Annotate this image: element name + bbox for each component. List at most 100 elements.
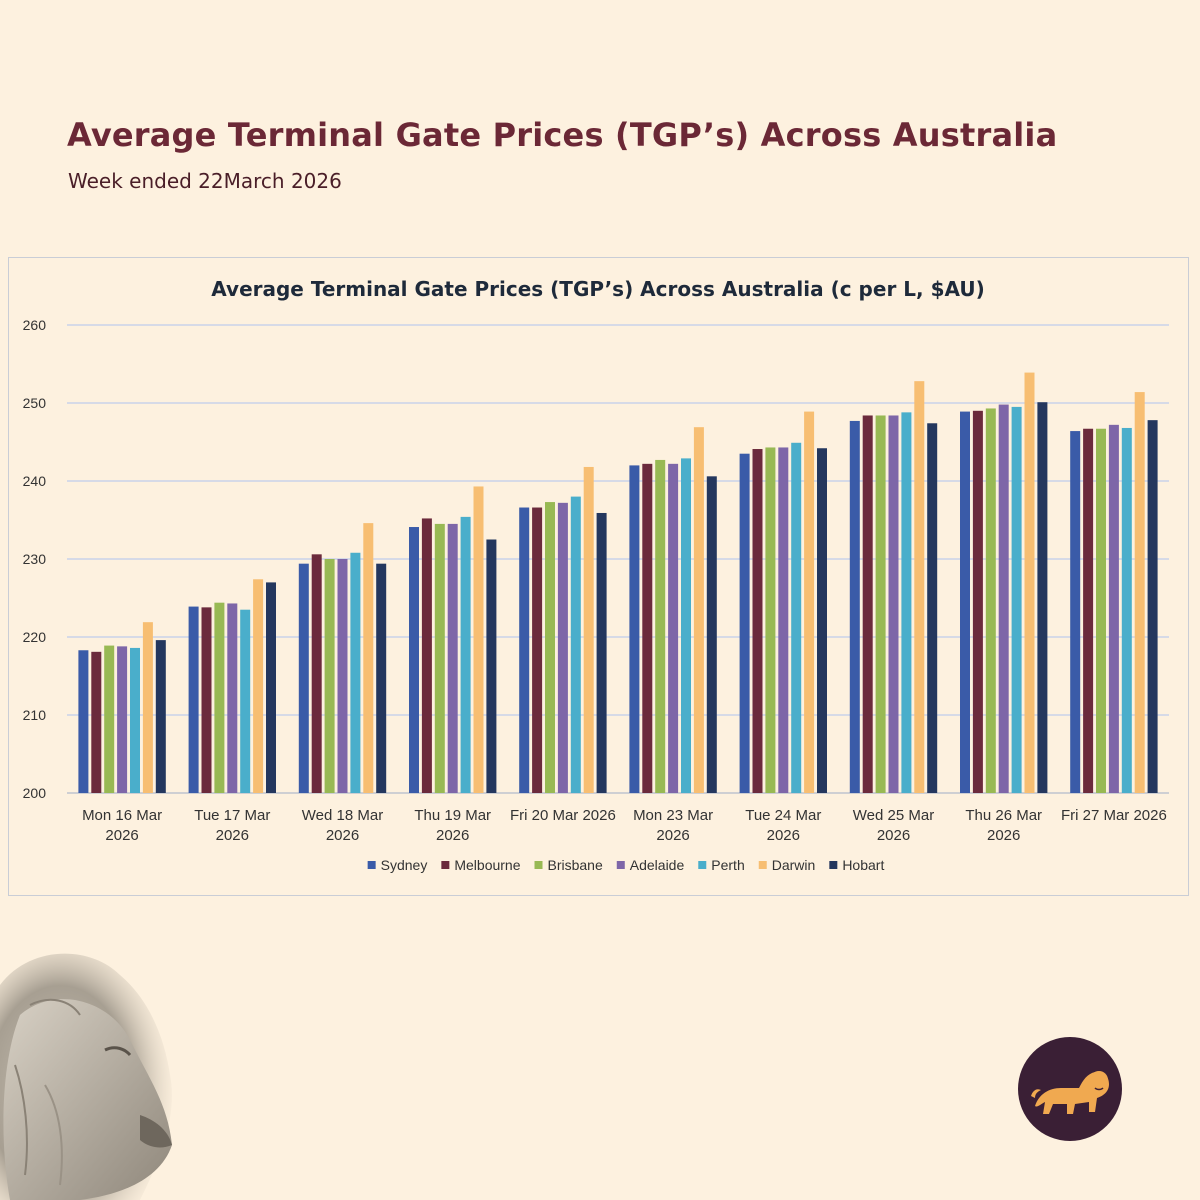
bar-brisbane: [1096, 428, 1106, 793]
bar-melbourne: [972, 410, 983, 793]
y-tick-label: 200: [23, 785, 47, 801]
bar-sydney: [519, 507, 530, 793]
bar-melbourne: [201, 607, 212, 793]
legend: Sydney Melbourne Brisbane Adelaide Perth Darw…: [367, 857, 884, 873]
x-category-label: Fri 27 Mar 2026: [1061, 807, 1167, 824]
bar-hobart: [1037, 402, 1048, 793]
bar-brisbane: [104, 645, 115, 793]
bar-darwin: [473, 486, 484, 793]
bar-hobart: [706, 476, 717, 793]
bar-melbourne: [642, 463, 653, 793]
bar-brisbane: [655, 459, 666, 793]
bar-sydney: [960, 411, 970, 793]
x-category-label: 2026: [216, 827, 249, 844]
lion-photo-image: [0, 953, 172, 1200]
x-category-label: 2026: [436, 827, 469, 844]
bar-hobart: [155, 640, 166, 793]
legend-swatch-sydney: [367, 861, 376, 869]
x-category-label: Tue 24 Mar: [745, 807, 821, 824]
bar-melbourne: [862, 415, 873, 793]
legend-label-darwin: Darwin: [772, 857, 816, 873]
legend-swatch-perth: [698, 861, 707, 869]
x-category-label: Fri 20 Mar 2026: [510, 807, 616, 824]
legend-label-brisbane: Brisbane: [548, 857, 603, 873]
bar-melbourne: [752, 449, 763, 793]
bar-melbourne: [91, 651, 102, 793]
bar-perth: [130, 647, 140, 793]
x-category-label: 2026: [987, 827, 1020, 844]
bar-melbourne: [1083, 428, 1094, 793]
bar-darwin: [1024, 372, 1035, 793]
axis-labels: 200 210 220 230 240 250 260 Mon 16 Mar 2026 Tue 1…: [23, 317, 1167, 844]
bar-adelaide: [998, 404, 1009, 793]
x-category-label: Thu 19 Mar: [414, 807, 491, 824]
bar-perth: [681, 458, 691, 793]
bar-sydney: [188, 606, 199, 793]
bar-sydney: [849, 420, 860, 793]
bar-brisbane: [985, 408, 996, 793]
lion-logo-icon: [1018, 1037, 1122, 1141]
bar-adelaide: [227, 603, 238, 793]
bar-adelaide: [1108, 424, 1119, 793]
bar-darwin: [804, 411, 815, 793]
bar-perth: [350, 552, 361, 793]
bar-adelaide: [888, 415, 899, 793]
x-category-label: 2026: [767, 827, 800, 844]
legend-swatch-melbourne: [441, 861, 450, 869]
bar-melbourne: [532, 507, 543, 793]
x-category-label: 2026: [877, 827, 910, 844]
bar-sydney: [409, 527, 419, 793]
bar-darwin: [363, 523, 374, 793]
x-category-label: 2026: [656, 827, 689, 844]
bar-brisbane: [545, 502, 555, 793]
bar-darwin: [253, 579, 264, 793]
legend-label-melbourne: Melbourne: [454, 857, 520, 873]
bar-chart: Average Terminal Gate Prices (TGP’s) Acr…: [23, 277, 1169, 873]
legend-label-adelaide: Adelaide: [630, 857, 685, 873]
y-tick-label: 240: [23, 473, 47, 489]
legend-swatch-darwin: [758, 861, 767, 869]
gridlines: [67, 324, 1169, 794]
bar-hobart: [486, 539, 497, 793]
bar-adelaide: [117, 646, 128, 793]
legend-swatch-brisbane: [534, 861, 543, 869]
x-category-label: Mon 16 Mar: [82, 807, 162, 824]
x-category-label: Wed 25 Mar: [853, 807, 934, 824]
bar-brisbane: [434, 523, 445, 793]
x-category-label: Thu 26 Mar: [965, 807, 1042, 824]
legend-label-sydney: Sydney: [381, 857, 428, 873]
y-tick-label: 210: [23, 707, 47, 723]
bar-adelaide: [337, 559, 348, 793]
bar-perth: [901, 412, 912, 793]
bar-adelaide: [668, 463, 679, 793]
bar-darwin: [1134, 392, 1145, 793]
page-subtitle: Week ended 22March 2026: [68, 169, 342, 193]
page-title: Average Terminal Gate Prices (TGP’s) Acr…: [67, 116, 1058, 154]
bar-adelaide: [447, 523, 458, 793]
bar-hobart: [376, 563, 387, 793]
y-tick-label: 250: [23, 395, 47, 411]
bar-brisbane: [765, 447, 776, 793]
bar-perth: [791, 442, 802, 793]
legend-label-perth: Perth: [711, 857, 744, 873]
bar-sydney: [629, 465, 640, 793]
bar-hobart: [927, 423, 938, 793]
chart-title: Average Terminal Gate Prices (TGP’s) Acr…: [211, 277, 984, 301]
y-tick-label: 260: [23, 317, 47, 333]
bar-sydney: [739, 453, 750, 793]
bar-sydney: [78, 650, 89, 793]
chart-panel: Average Terminal Gate Prices (TGP’s) Acr…: [8, 257, 1189, 896]
bar-melbourne: [421, 518, 432, 793]
bar-adelaide: [557, 502, 568, 793]
bar-perth: [240, 609, 251, 793]
bar-hobart: [1147, 420, 1158, 793]
bar-hobart: [817, 448, 827, 793]
x-category-label: 2026: [105, 827, 138, 844]
bar-darwin: [693, 427, 704, 793]
x-category-label: Tue 17 Mar: [194, 807, 270, 824]
legend-label-hobart: Hobart: [842, 857, 884, 873]
bar-sydney: [1070, 431, 1081, 793]
y-tick-label: 230: [23, 551, 47, 567]
x-category-label: 2026: [326, 827, 359, 844]
x-category-label: Mon 23 Mar: [633, 807, 713, 824]
